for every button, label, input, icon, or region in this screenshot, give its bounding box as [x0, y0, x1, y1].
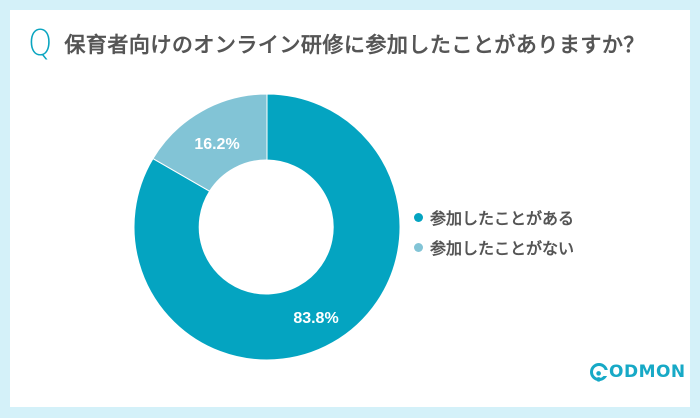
- legend-label: 参加したことがある: [430, 209, 575, 228]
- legend-label: 参加したことがない: [430, 239, 575, 258]
- slice-yes: [133, 93, 401, 361]
- codmon-logo: ● ● ODMON: [590, 362, 686, 383]
- chart-title: 保育者向けのオンライン研修に参加したことがありますか？: [64, 33, 645, 57]
- label-no: 16.2%: [194, 136, 239, 153]
- legend-item-yes: 参加したことがある: [414, 202, 574, 232]
- slice-no: [152, 93, 268, 192]
- legend-dot-icon: [414, 212, 423, 222]
- logo-text: ODMON: [609, 362, 686, 382]
- question-header: Q 保育者向けのオンライン研修に参加したことがありますか？: [26, 26, 645, 62]
- q-icon: Q: [28, 23, 53, 64]
- label-yes: 83.8%: [293, 310, 338, 327]
- legend: 参加したことがある 参加したことがない: [414, 202, 574, 262]
- logo-face-icon: ● ●: [590, 363, 608, 383]
- legend-dot-icon: [414, 242, 423, 252]
- legend-item-no: 参加したことがない: [414, 232, 574, 262]
